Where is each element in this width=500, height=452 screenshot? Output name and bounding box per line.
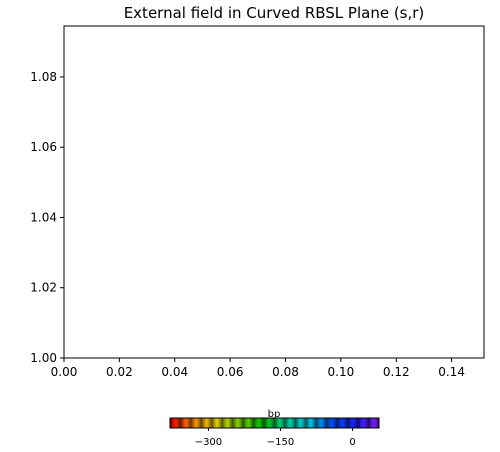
x-axis: 0.00 0.02 0.04 0.06 0.08 0.10 0.12 0.14 (51, 358, 465, 379)
x-tick-label: 0.02 (106, 365, 133, 379)
y-tick-label: 1.08 (30, 70, 57, 84)
y-axis: 1.00 1.02 1.04 1.06 1.08 (30, 70, 64, 365)
x-tick-label: 0.10 (328, 365, 355, 379)
y-tick-label: 1.06 (30, 140, 57, 154)
chart-title: External field in Curved RBSL Plane (s,r… (124, 4, 425, 22)
colorbar: bp −300 −150 0 (169, 409, 380, 448)
x-tick-label: 0.04 (161, 365, 188, 379)
x-tick-label: 0.06 (217, 365, 244, 379)
colorbar-tick-label: 0 (349, 437, 355, 448)
x-tick-label: 0.12 (383, 365, 410, 379)
colorbar-tick-label: −300 (195, 437, 222, 448)
colorbar-frame (169, 417, 380, 429)
colorbar-ticks: −300 −150 0 (195, 428, 356, 448)
colorbar-banding (170, 418, 379, 428)
x-tick-label: 0.08 (272, 365, 299, 379)
x-tick-label: 0.14 (438, 365, 465, 379)
colorbar-tick-label: −150 (267, 437, 294, 448)
colorbar-label: bp (268, 409, 281, 420)
x-tick-label: 0.00 (51, 365, 78, 379)
y-tick-label: 1.02 (30, 281, 57, 295)
plot-area (63, 25, 485, 359)
y-tick-label: 1.04 (30, 210, 57, 224)
y-tick-label: 1.00 (30, 351, 57, 365)
